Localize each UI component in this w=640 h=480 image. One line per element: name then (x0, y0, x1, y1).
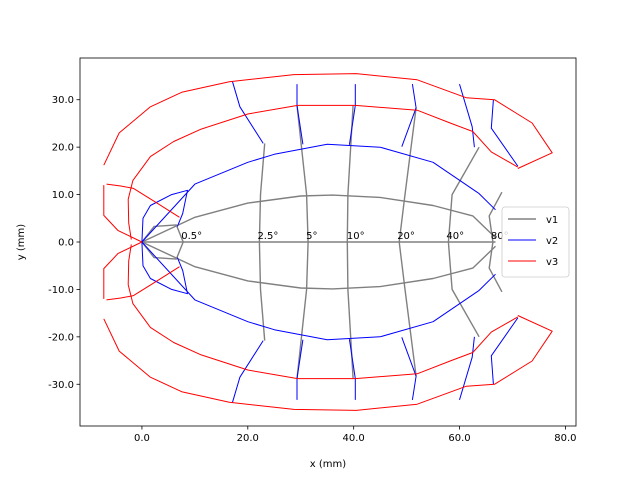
series-v1-line-3 (141, 224, 184, 260)
series-v2-line-13 (401, 337, 417, 400)
series-v1-line-5 (296, 105, 309, 379)
series-v2-line-3 (141, 241, 188, 295)
y-tick-label: -30.0 (48, 380, 74, 391)
y-tick-label: 30.0 (52, 95, 74, 106)
angle-annotation: 0.5° (181, 231, 202, 242)
x-axis-label: x (mm) (310, 459, 346, 470)
angle-annotation: 10° (347, 231, 365, 242)
y-axis-ticks: -30.0 -20.0 -10.0 0.0 10.0 20.0 30.0 (48, 95, 80, 391)
y-axis-label: y (mm) (16, 224, 27, 260)
angle-annotation: 2.5° (257, 231, 278, 242)
series-v2-line-4 (232, 81, 264, 144)
series-v2-line-15 (490, 317, 519, 385)
series-v3-line-4 (103, 73, 553, 169)
series-v3-line-7 (127, 244, 519, 380)
legend-label-v3: v3 (546, 257, 558, 268)
series-v2-line-7 (401, 84, 417, 147)
x-tick-label: 80.0 (554, 433, 576, 444)
angle-annotation: 20° (397, 231, 415, 242)
series-v3-line-6 (127, 104, 519, 240)
angle-annotation: 40° (446, 231, 464, 242)
series-v2-line-10 (232, 340, 264, 403)
x-tick-label: 0.0 (134, 433, 150, 444)
legend-box (501, 206, 570, 278)
angle-annotation: 80° (491, 231, 509, 242)
x-axis-ticks: 0.0 20.0 40.0 60.0 80.0 (134, 426, 577, 444)
x-tick-label: 20.0 (237, 433, 259, 444)
series-v3-line-0 (103, 185, 143, 243)
series-v2-line-2 (141, 189, 188, 243)
x-tick-label: 60.0 (448, 433, 470, 444)
series-v1-line-7 (398, 107, 417, 377)
y-tick-label: -10.0 (48, 285, 74, 296)
series-v1-line-0 (141, 194, 496, 243)
y-tick-label: 0.0 (58, 238, 74, 249)
legend: v1 v2 v3 (501, 206, 570, 278)
series-v1-line-4 (258, 143, 266, 341)
legend-label-v2: v2 (546, 236, 558, 247)
series-v3-line-2 (106, 183, 180, 218)
series-v2-line-14 (459, 336, 475, 401)
series-v3-line-5 (103, 315, 553, 411)
angle-annotation: 5° (306, 231, 317, 242)
series-lines (103, 73, 553, 411)
series-v1-line-1 (141, 241, 496, 290)
series-v2-line-1 (141, 241, 496, 341)
series-v3-line-1 (103, 241, 143, 299)
series-v1-line-8 (447, 146, 480, 338)
y-tick-label: 20.0 (52, 143, 74, 154)
y-tick-label: -20.0 (48, 332, 74, 343)
annotations: 0.5° 2.5° 5° 10° 20° 40° 80° (181, 231, 508, 242)
series-v2-line-8 (459, 83, 475, 148)
series-v2-line-9 (490, 99, 519, 167)
series-v1-line-6 (346, 105, 354, 379)
y-tick-label: 10.0 (52, 190, 74, 201)
legend-label-v1: v1 (546, 215, 558, 226)
series-v3-line-3 (106, 266, 180, 301)
series-v2-line-0 (141, 143, 496, 243)
x-tick-label: 40.0 (343, 433, 365, 444)
